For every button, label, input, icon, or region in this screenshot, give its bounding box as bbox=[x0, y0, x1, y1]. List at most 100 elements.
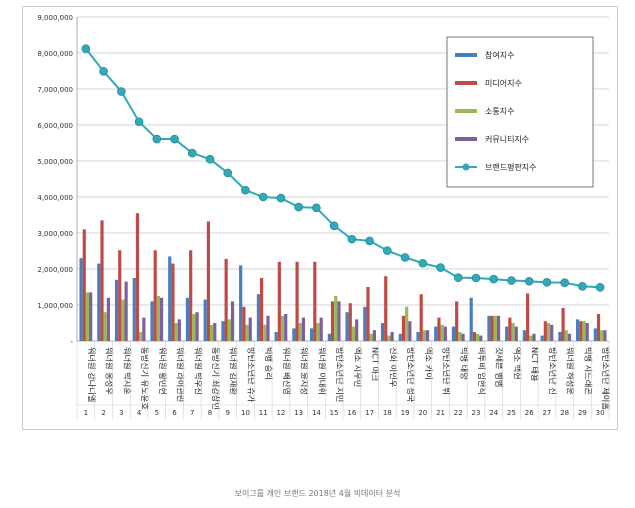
bar-미디어지수 bbox=[171, 263, 175, 341]
bar-참여지수 bbox=[522, 330, 527, 341]
bar-커뮤니티지수 bbox=[550, 324, 554, 341]
bar-참여지수 bbox=[434, 326, 438, 341]
bar-커뮤니티지수 bbox=[408, 321, 412, 341]
bar-커뮤니티지수 bbox=[337, 301, 341, 341]
x-tick-label: 워너원 하성운 bbox=[566, 347, 576, 395]
x-tick-label: 워너원 윤지성 bbox=[300, 347, 310, 395]
bar-참여지수 bbox=[327, 333, 331, 341]
rank-label: 23 bbox=[472, 409, 481, 417]
bar-커뮤니티지수 bbox=[372, 330, 376, 341]
line-point bbox=[117, 87, 126, 96]
bar-미디어지수 bbox=[543, 321, 547, 341]
bar-커뮤니티지수 bbox=[496, 315, 501, 341]
bars-layer bbox=[79, 213, 607, 341]
rank-label: 24 bbox=[489, 409, 498, 417]
bar-미디어지수 bbox=[313, 261, 317, 341]
bar-참여지수 bbox=[310, 328, 314, 341]
line-point bbox=[524, 276, 534, 286]
bar-미디어지수 bbox=[224, 258, 228, 341]
y-tick-label: 5,000,000 bbox=[37, 158, 73, 166]
line-point bbox=[187, 148, 197, 158]
x-tick-label: 엑소 카이 bbox=[424, 347, 434, 380]
bar-커뮤니티지수 bbox=[213, 323, 217, 341]
x-tick-label: 엑소 백현 bbox=[512, 347, 522, 380]
bar-참여지수 bbox=[469, 297, 473, 341]
legend-swatch bbox=[455, 109, 477, 113]
rank-label: 22 bbox=[454, 409, 463, 417]
bar-참여지수 bbox=[451, 326, 456, 341]
bar-참여지수 bbox=[79, 258, 83, 341]
x-tick-label: 워너원 황민현 bbox=[158, 347, 168, 395]
bar-참여지수 bbox=[363, 306, 367, 341]
bar-소통지수 bbox=[440, 324, 444, 341]
rank-label: 16 bbox=[347, 409, 356, 417]
bar-미디어지수 bbox=[189, 250, 193, 341]
bar-미디어지수 bbox=[596, 314, 601, 341]
bar-커뮤니티지수 bbox=[585, 323, 589, 341]
y-tick-label: 9,000,000 bbox=[37, 14, 73, 22]
legend-label: 브랜드평판지수 bbox=[485, 162, 537, 172]
x-tick-label: 동방신기 유노윤호 bbox=[140, 347, 150, 410]
line-point bbox=[471, 273, 481, 283]
bar-커뮤니티지수 bbox=[603, 330, 607, 341]
bar-참여지수 bbox=[168, 256, 172, 341]
bar-소통지수 bbox=[458, 332, 462, 341]
line-point bbox=[400, 253, 410, 262]
bar-참여지수 bbox=[221, 321, 225, 341]
bar-참여지수 bbox=[416, 332, 420, 341]
rank-label: 25 bbox=[507, 409, 516, 417]
bar-참여지수 bbox=[150, 301, 154, 341]
bar-소통지수 bbox=[210, 324, 214, 341]
line-point bbox=[365, 236, 374, 246]
line-point bbox=[560, 278, 569, 287]
bar-참여지수 bbox=[398, 333, 402, 341]
y-tick-label: - bbox=[70, 338, 73, 346]
bar-chart: - 1,000,000 2,000,000 3,000,000 4,000,000 5,0… bbox=[37, 14, 611, 419]
bar-소통지수 bbox=[280, 315, 285, 341]
bar-참여지수 bbox=[114, 279, 119, 341]
x-tick-label: 신화 이민우 bbox=[388, 347, 398, 388]
x-tick-label: 워너원 김재환 bbox=[229, 347, 239, 395]
bar-커뮤니티지수 bbox=[248, 317, 252, 341]
legend-swatch bbox=[455, 137, 477, 141]
bar-미디어지수 bbox=[490, 315, 494, 341]
x-tick-label: 동방신기 최강창민 bbox=[211, 347, 221, 410]
bar-미디어지수 bbox=[384, 276, 388, 341]
bar-커뮤니티지수 bbox=[159, 297, 164, 341]
bar-참여지수 bbox=[380, 323, 385, 341]
x-tick-label: 방탄소년단 제이홉 bbox=[601, 347, 611, 410]
line-point bbox=[312, 203, 321, 213]
x-tick-label: 빅뱅 태양 bbox=[459, 347, 469, 380]
rank-label: 18 bbox=[383, 409, 392, 417]
rank-label: 21 bbox=[436, 409, 445, 417]
bar-참여지수 bbox=[203, 299, 207, 341]
bar-미디어지수 bbox=[348, 303, 352, 341]
rank-label: 26 bbox=[525, 409, 534, 417]
rank-label: 19 bbox=[401, 409, 410, 417]
bar-소통지수 bbox=[582, 321, 586, 341]
legend-label: 참여지수 bbox=[485, 50, 514, 60]
rank-label: 9 bbox=[225, 409, 229, 417]
bar-커뮤니티지수 bbox=[301, 317, 306, 341]
x-tick-label: 갓세븐 뱀뱀 bbox=[495, 347, 505, 387]
line-point bbox=[418, 258, 428, 268]
bar-소통지수 bbox=[298, 323, 302, 341]
line-point bbox=[152, 134, 162, 144]
bar-참여지수 bbox=[256, 294, 261, 341]
rank-label: 10 bbox=[241, 409, 250, 417]
bar-참여지수 bbox=[292, 328, 296, 341]
line-point bbox=[453, 273, 463, 282]
x-axis-labels: 워너원 강다니엘 워너원 옹성우 워너원 박지훈 동방신기 유노윤호 워너원 황민현 워너… bbox=[76, 341, 611, 419]
bar-미디어지수 bbox=[242, 306, 246, 341]
line-point bbox=[507, 276, 516, 285]
bar-소통지수 bbox=[546, 323, 551, 341]
rank-label: 1 bbox=[84, 409, 88, 417]
line-point bbox=[347, 234, 357, 244]
bar-소통지수 bbox=[369, 333, 373, 341]
bar-참여지수 bbox=[505, 326, 509, 341]
bar-소통지수 bbox=[564, 330, 568, 341]
bar-커뮤니티지수 bbox=[567, 333, 572, 341]
bar-미디어지수 bbox=[100, 220, 104, 341]
line-point bbox=[383, 246, 392, 255]
bar-소통지수 bbox=[493, 315, 497, 341]
